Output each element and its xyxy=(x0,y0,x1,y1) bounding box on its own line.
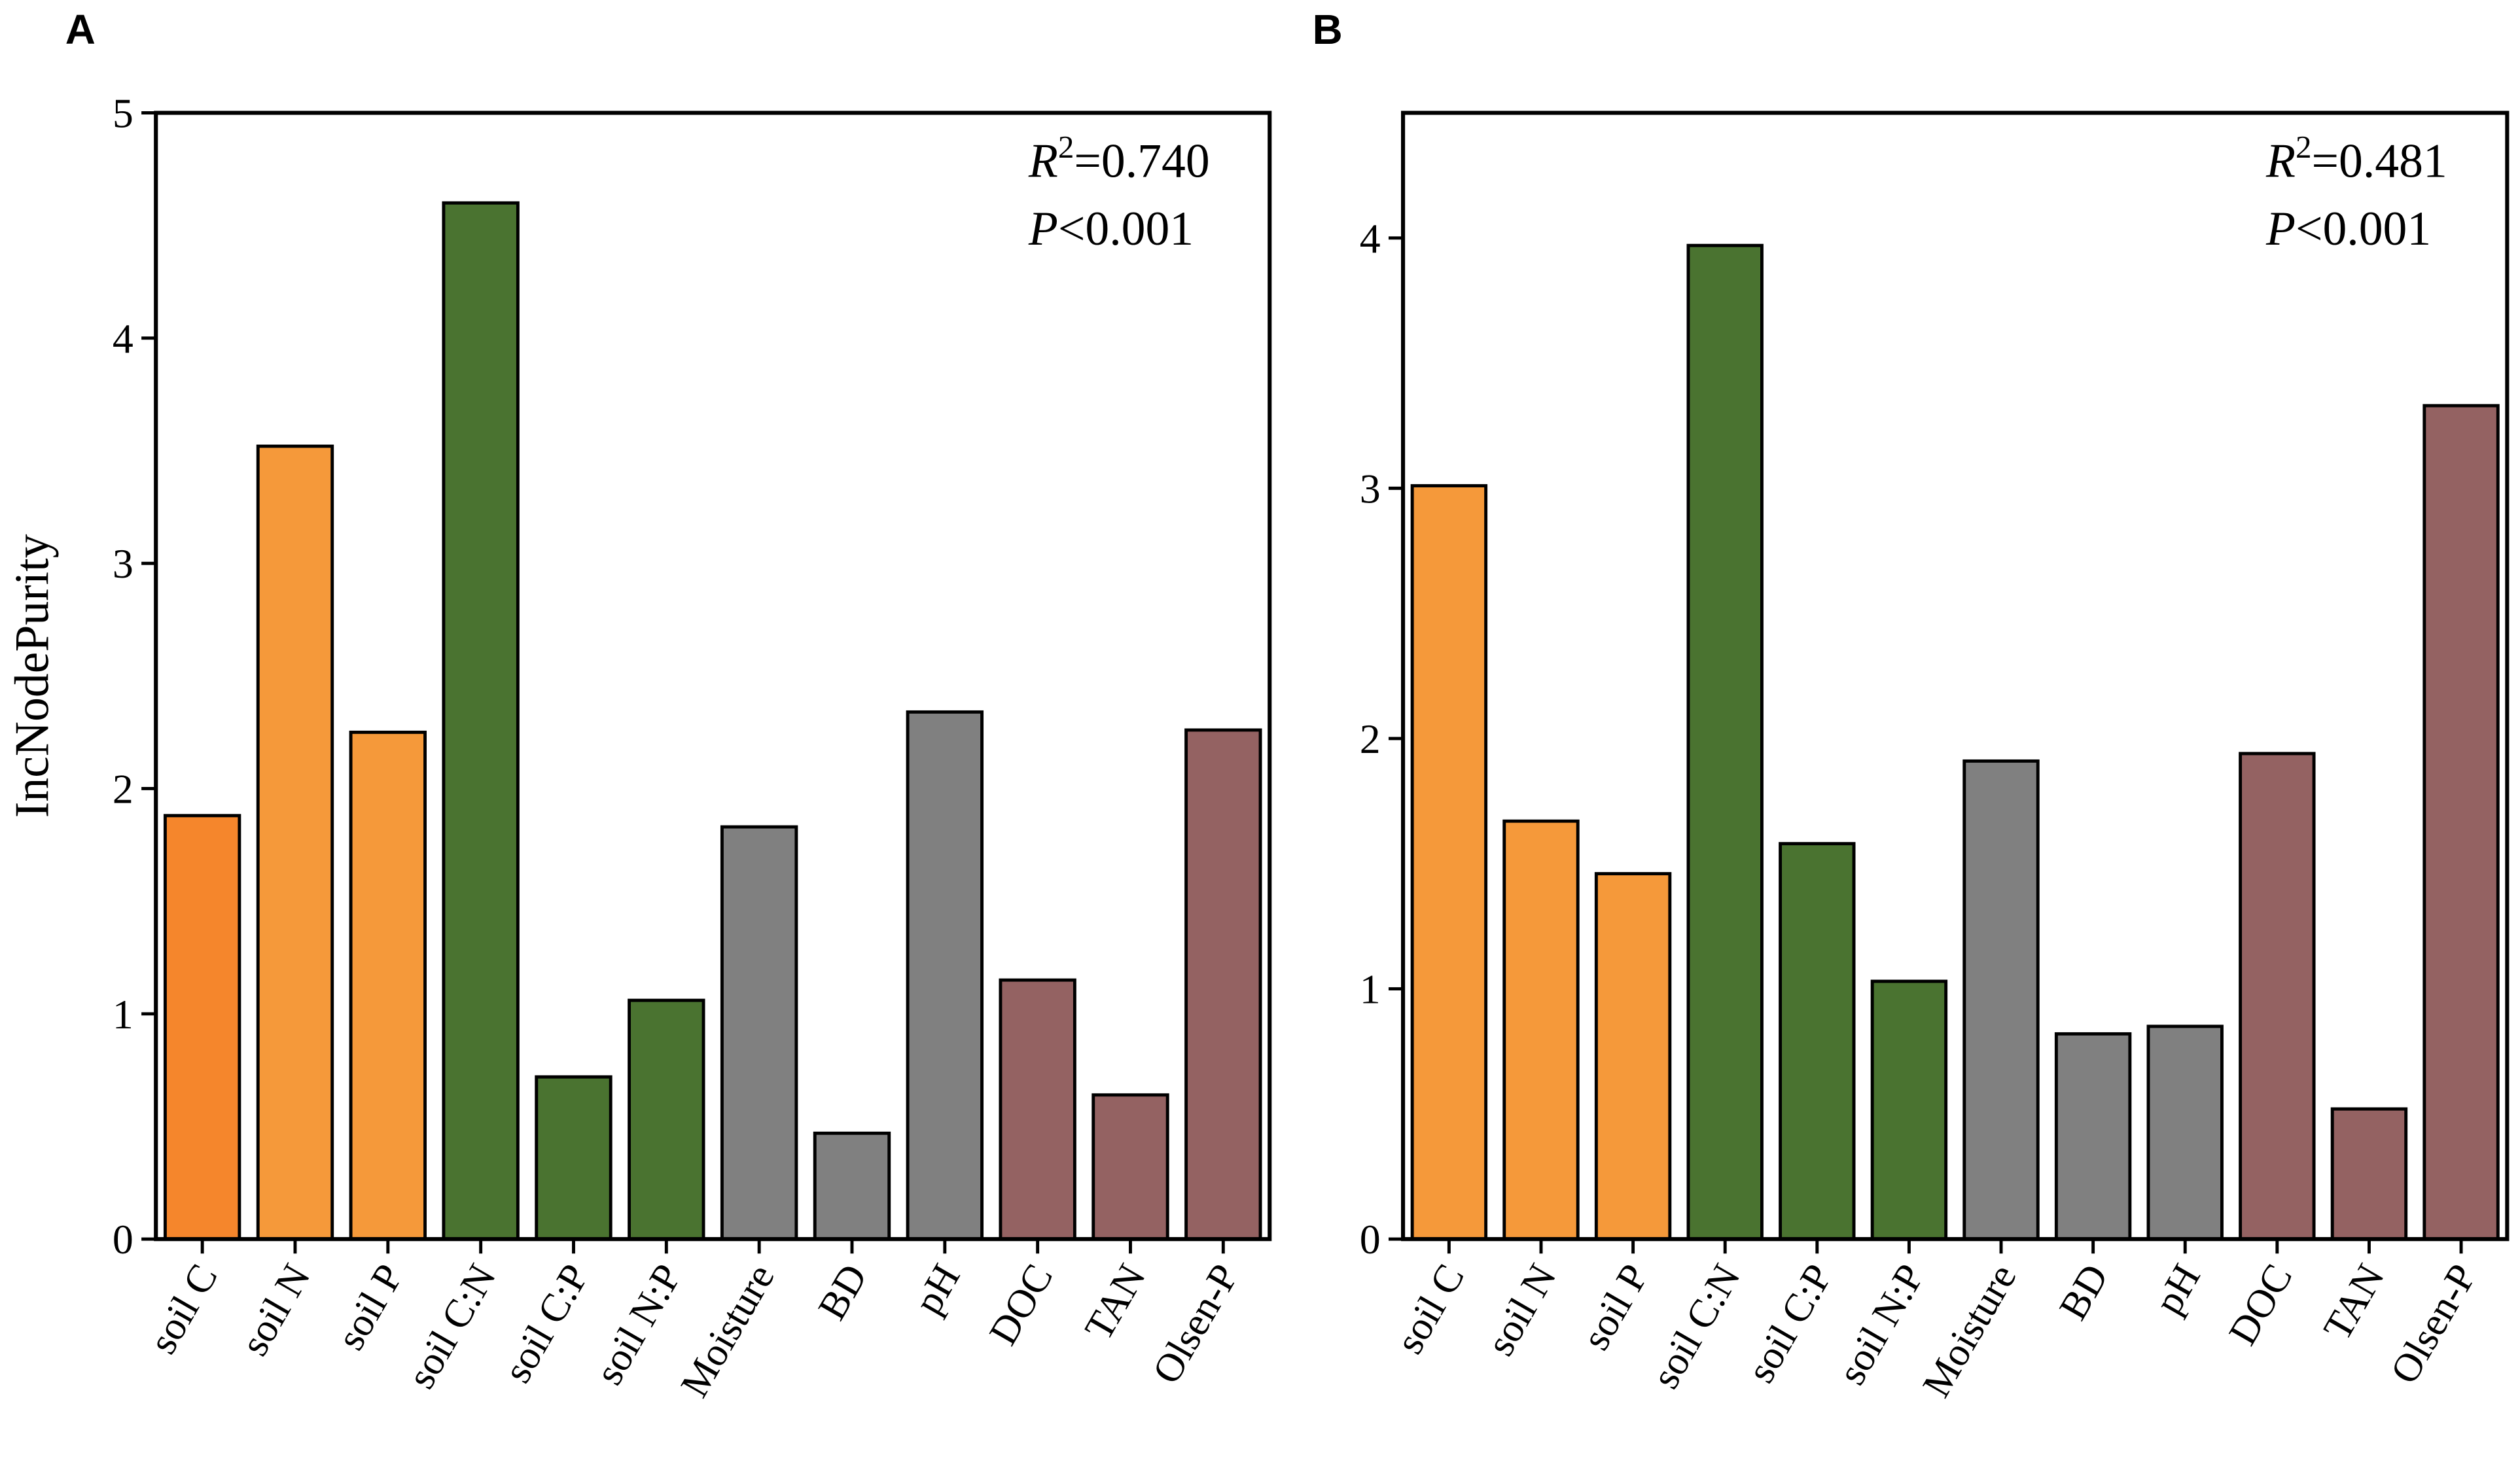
bar xyxy=(1184,728,1262,1241)
y-axis-label: IncNodePurity xyxy=(5,534,59,818)
y-tick-label: 2 xyxy=(1360,716,1381,762)
bar xyxy=(720,825,798,1241)
plot-frame xyxy=(154,111,1272,1242)
annotation-italic: R xyxy=(2265,134,2296,188)
x-tick-label: soil C:P xyxy=(1739,1257,1841,1390)
bar xyxy=(1779,842,1856,1241)
bar xyxy=(2146,1024,2224,1241)
bar xyxy=(2330,1107,2408,1241)
bar xyxy=(2422,404,2500,1241)
bar xyxy=(163,814,241,1241)
annotation-text: =0.740 xyxy=(1074,134,1209,188)
bar xyxy=(256,444,334,1241)
y-tick-label: 2 xyxy=(113,766,133,812)
x-tick-label: pH xyxy=(2146,1257,2209,1321)
x-tick-label: soil P xyxy=(1573,1257,1657,1357)
bar xyxy=(813,1131,891,1241)
x-tick-label: soil C:N xyxy=(1643,1257,1749,1396)
bar xyxy=(442,201,520,1241)
x-tick-label: soil C:N xyxy=(399,1257,505,1396)
annotation-sup: 2 xyxy=(2296,129,2312,165)
annotation: P<0.001 xyxy=(1028,201,1194,255)
annotation-italic: P xyxy=(1028,201,1058,255)
x-tick-label: TAN xyxy=(2315,1257,2394,1348)
y-tick-label: 3 xyxy=(1360,465,1381,512)
x-tick-label: soil C:P xyxy=(495,1257,597,1390)
annotation-italic: R xyxy=(1028,134,1058,188)
y-tick-label: 3 xyxy=(113,540,133,587)
annotation-text: <0.001 xyxy=(1058,201,1194,255)
x-tick-label: soil C xyxy=(140,1257,226,1361)
bar xyxy=(1870,979,1948,1241)
bar xyxy=(535,1075,612,1241)
x-tick-label: pH xyxy=(906,1257,968,1321)
x-tick-label: DOC xyxy=(981,1257,1062,1352)
annotation: R2=0.740 xyxy=(1028,129,1210,187)
y-tick-label: 1 xyxy=(113,991,133,1038)
y-tick-label: 4 xyxy=(113,315,133,362)
y-tick-label: 1 xyxy=(1360,966,1381,1013)
bar xyxy=(349,730,427,1241)
x-tick-label: BD xyxy=(2051,1257,2118,1327)
x-tick-label: soil N xyxy=(232,1257,319,1363)
plot-frame xyxy=(1401,111,2510,1242)
annotation: P<0.001 xyxy=(2265,201,2431,255)
bar xyxy=(2054,1032,2132,1241)
annotation-sup: 2 xyxy=(1058,129,1074,165)
panel-label: B xyxy=(1313,6,1343,53)
annotation: R2=0.481 xyxy=(2265,129,2447,187)
y-tick-label: 5 xyxy=(113,90,133,137)
panel-label: A xyxy=(65,6,96,53)
x-tick-label: BD xyxy=(809,1257,876,1327)
x-tick-label: Olsen-P xyxy=(1144,1257,1247,1391)
y-tick-label: 0 xyxy=(113,1216,133,1263)
x-tick-label: soil C xyxy=(1387,1257,1473,1361)
x-tick-label: TAN xyxy=(1076,1257,1155,1348)
annotation-italic: P xyxy=(2265,201,2296,255)
annotation-text: <0.001 xyxy=(2296,201,2431,255)
x-tick-label: soil N:P xyxy=(1829,1257,1933,1392)
annotation-text: =0.481 xyxy=(2312,134,2447,188)
bar xyxy=(628,998,705,1241)
bar xyxy=(1410,484,1488,1241)
bar xyxy=(1686,243,1764,1241)
bar xyxy=(2239,752,2316,1241)
bar xyxy=(1091,1093,1169,1241)
bar xyxy=(906,710,984,1241)
y-tick-label: 4 xyxy=(1360,215,1381,262)
bar xyxy=(999,978,1076,1241)
bar xyxy=(1502,819,1580,1241)
x-tick-label: soil P xyxy=(328,1257,412,1357)
x-tick-label: soil N:P xyxy=(586,1257,690,1392)
y-tick-label: 0 xyxy=(1360,1216,1381,1263)
x-tick-label: DOC xyxy=(2220,1257,2301,1352)
x-tick-label: soil N xyxy=(1478,1257,1565,1363)
bar xyxy=(1962,759,2040,1241)
bar xyxy=(1594,872,1672,1241)
x-tick-label: Olsen-P xyxy=(2382,1257,2485,1391)
